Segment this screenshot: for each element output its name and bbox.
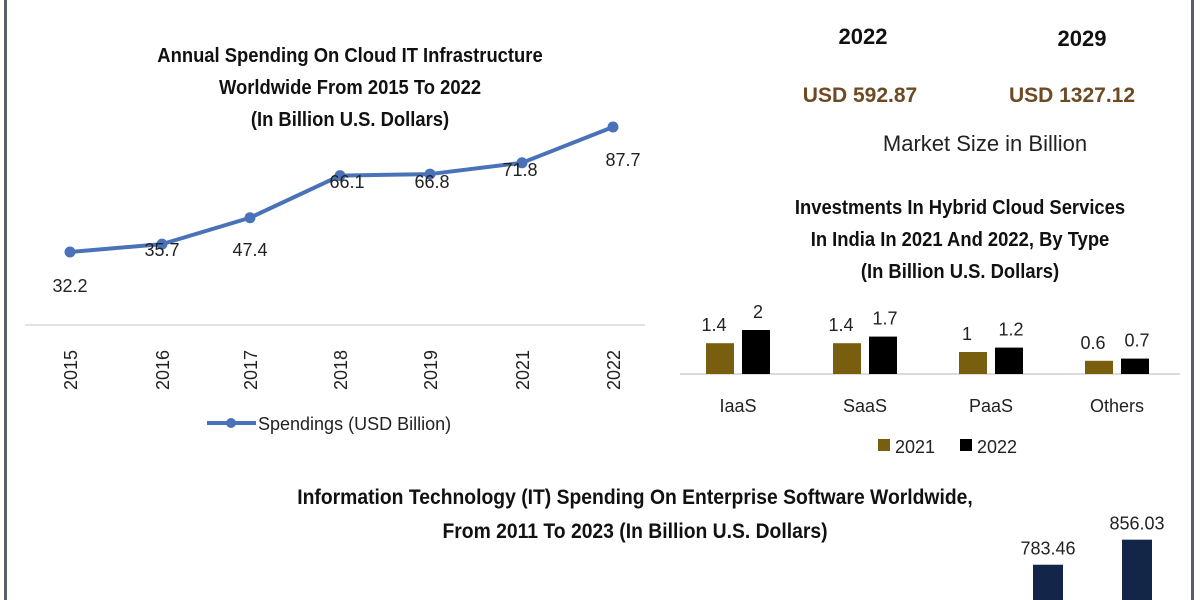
title-line: Worldwide From 2015 To 2022 bbox=[218, 77, 482, 99]
category-label-Others: Others bbox=[1090, 396, 1144, 416]
data-label-2021: 71.8 bbox=[502, 160, 537, 180]
legend-label-2022: 2022 bbox=[977, 437, 1017, 457]
title-line: Investments In Hybrid Cloud Services bbox=[794, 197, 1126, 219]
data-point-2019 bbox=[424, 168, 436, 180]
legend-swatch-2022 bbox=[960, 439, 972, 451]
x-tick-2021: 2021 bbox=[513, 350, 533, 390]
category-label-IaaS: IaaS bbox=[719, 396, 756, 416]
bar-856.03 bbox=[1122, 539, 1152, 600]
title-line: In India In 2021 And 2022, By Type bbox=[810, 229, 1110, 251]
data-point-2022 bbox=[607, 121, 619, 133]
x-tick-2017: 2017 bbox=[241, 350, 261, 390]
data-label-2015: 32.2 bbox=[52, 276, 87, 296]
bar-label-783.46: 783.46 bbox=[1020, 539, 1075, 559]
data-point-2021 bbox=[516, 157, 528, 169]
bar-label-615: 615 bbox=[945, 597, 975, 600]
data-label-2016: 35.7 bbox=[144, 240, 179, 260]
hybrid-cloud-chart-title: Investments In Hybrid Cloud Services In … bbox=[748, 192, 1171, 288]
data-label-2022: 87.7 bbox=[605, 150, 640, 170]
title-line: Information Technology (IT) Spending On … bbox=[297, 486, 973, 509]
x-tick-2016: 2016 bbox=[153, 350, 173, 390]
market-value-start: USD 592.87 bbox=[802, 84, 918, 107]
bar-label-PaaS-2022: 1.2 bbox=[998, 320, 1023, 340]
market-size-caption: Market Size in Billion bbox=[882, 131, 1088, 156]
data-point-2016 bbox=[156, 238, 168, 250]
bar-label-Others-2021: 0.6 bbox=[1080, 333, 1105, 353]
data-point-2015 bbox=[64, 246, 76, 258]
legend-label: Spendings (USD Billion) bbox=[258, 414, 451, 434]
bar-label-PaaS-2021: 1 bbox=[962, 324, 972, 344]
bar-label-IaaS-2021: 1.4 bbox=[701, 315, 726, 335]
frame-border-left bbox=[4, 0, 7, 600]
bar-783.46 bbox=[1033, 564, 1063, 600]
cloud-spending-chart-title: Annual Spending On Cloud IT Infrastructu… bbox=[102, 40, 599, 136]
bar-label-IaaS-2022: 2 bbox=[753, 302, 763, 322]
data-point-2018 bbox=[334, 170, 346, 182]
data-label-2018: 66.1 bbox=[329, 172, 364, 192]
market-year-start: 2022 bbox=[838, 24, 888, 49]
legend-label-2021: 2021 bbox=[895, 437, 935, 457]
bar-SaaS-2021 bbox=[833, 343, 861, 374]
title-line: From 2011 To 2023 (In Billion U.S. Dolla… bbox=[442, 520, 828, 543]
data-label-2017: 47.4 bbox=[232, 240, 267, 260]
bar-PaaS-2021 bbox=[959, 352, 987, 374]
title-line: (In Billion U.S. Dollars) bbox=[250, 109, 450, 131]
bar-Others-2021 bbox=[1085, 360, 1113, 374]
title-line: Annual Spending On Cloud IT Infrastructu… bbox=[157, 45, 543, 67]
bar-label-SaaS-2021: 1.4 bbox=[828, 315, 853, 335]
legend-point-marker bbox=[226, 418, 236, 428]
market-value-end: USD 1327.12 bbox=[1008, 84, 1136, 107]
bar-label-Others-2022: 0.7 bbox=[1124, 331, 1149, 351]
x-tick-2015: 2015 bbox=[61, 350, 81, 390]
category-label-SaaS: SaaS bbox=[843, 396, 887, 416]
bar-label-856.03: 856.03 bbox=[1109, 514, 1164, 534]
bar-SaaS-2022 bbox=[869, 336, 897, 374]
data-point-2017 bbox=[244, 212, 256, 224]
bar-IaaS-2021 bbox=[706, 343, 734, 374]
bar-PaaS-2022 bbox=[995, 347, 1023, 374]
enterprise-software-chart-title: Information Technology (IT) Spending On … bbox=[198, 481, 1072, 549]
title-line: (In Billion U.S. Dollars) bbox=[860, 261, 1060, 283]
market-year-end: 2029 bbox=[1057, 26, 1107, 51]
bar-IaaS-2022 bbox=[742, 330, 770, 374]
category-label-PaaS: PaaS bbox=[969, 396, 1013, 416]
data-label-2019: 66.8 bbox=[414, 172, 449, 192]
bar-label-SaaS-2022: 1.7 bbox=[872, 309, 897, 329]
frame-border-right bbox=[1191, 0, 1194, 600]
x-tick-2018: 2018 bbox=[331, 350, 351, 390]
bar-Others-2022 bbox=[1121, 358, 1149, 374]
legend-swatch-2021 bbox=[878, 439, 890, 451]
x-tick-2019: 2019 bbox=[421, 350, 441, 390]
x-tick-2022: 2022 bbox=[604, 350, 624, 390]
